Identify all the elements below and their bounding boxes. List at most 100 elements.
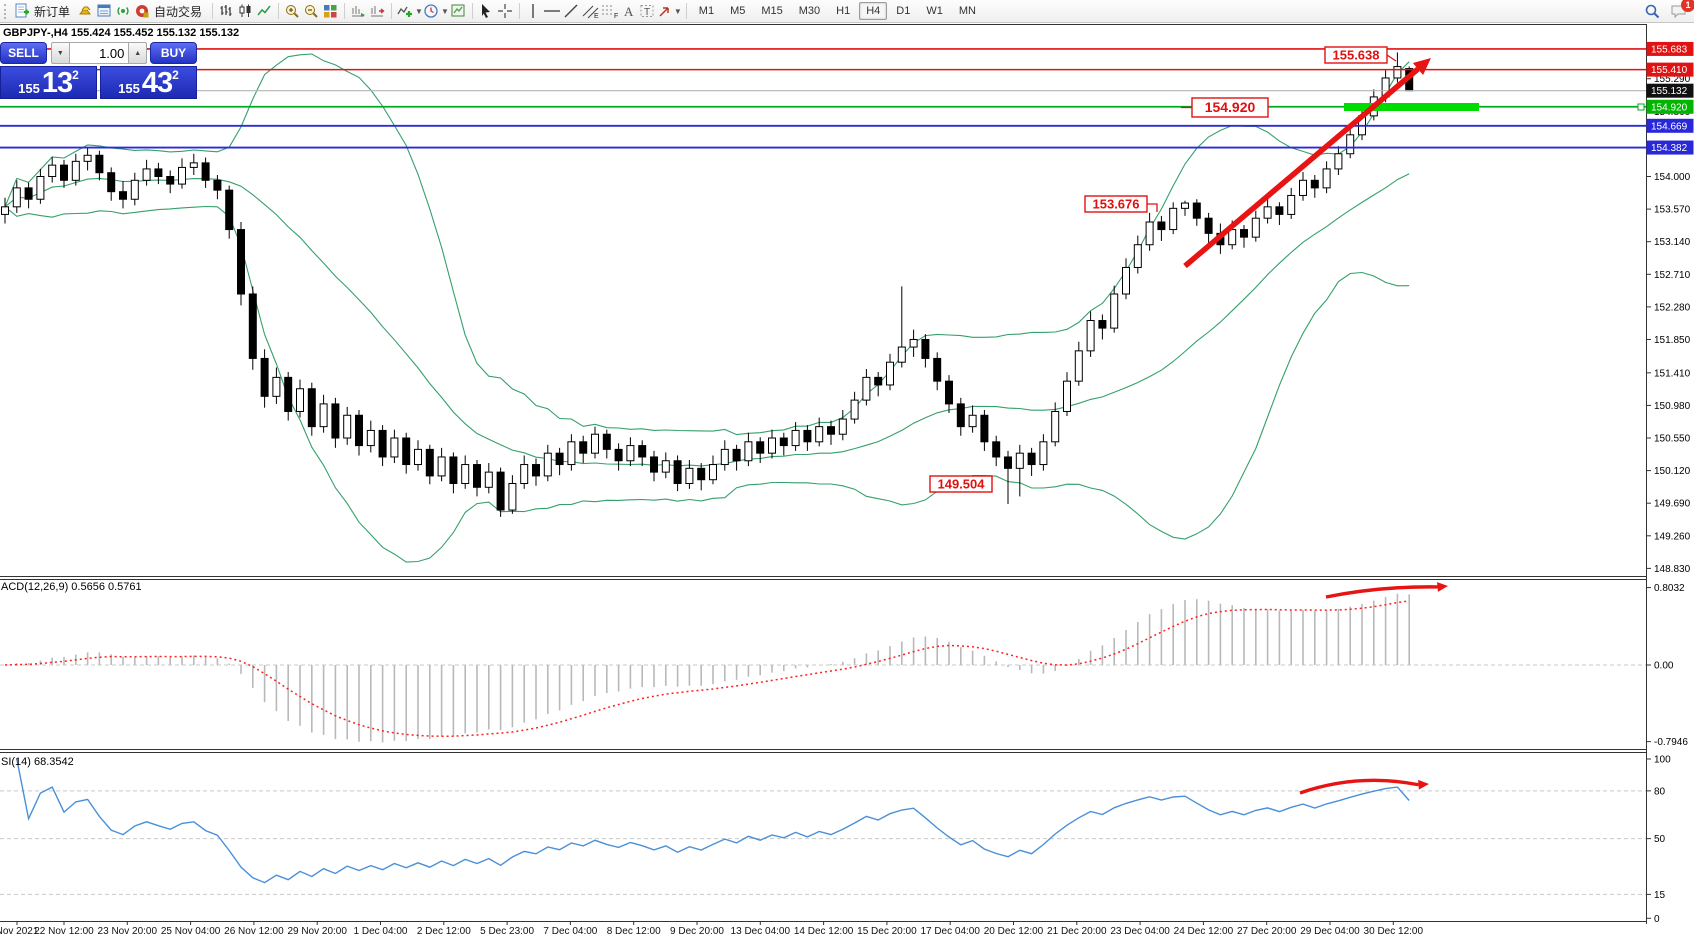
macd-pane[interactable] (0, 593, 1646, 743)
tf-mn[interactable]: MN (958, 5, 976, 17)
svg-text:150.550: 150.550 (1654, 434, 1691, 445)
period-clock-icon[interactable]: ▼ (423, 2, 449, 21)
toolbar-grip[interactable] (4, 3, 9, 19)
rsi-axis: 100 80 50 15 0 (1646, 755, 1671, 925)
svg-text:149.260: 149.260 (1654, 531, 1691, 542)
market-watch-icon[interactable] (95, 2, 114, 21)
green-level-bar[interactable] (1344, 103, 1479, 111)
svg-text:20 Dec 12:00: 20 Dec 12:00 (984, 926, 1044, 937)
line-chart-icon[interactable] (255, 2, 274, 21)
arrows-tool-icon[interactable]: ▼ (657, 2, 682, 21)
bar-chart-icon[interactable] (217, 2, 236, 21)
svg-text:22 Nov 12:00: 22 Nov 12:00 (34, 926, 94, 937)
svg-text:0: 0 (1654, 914, 1660, 925)
rsi-arrow[interactable] (1299, 778, 1429, 795)
auto-trading-label[interactable]: 自动交易 (154, 4, 203, 19)
candlesticks[interactable] (1, 52, 1414, 517)
svg-text:29 Nov 20:00: 29 Nov 20:00 (287, 926, 347, 937)
svg-text:15 Dec 20:00: 15 Dec 20:00 (857, 926, 917, 937)
crosshair-icon[interactable] (496, 2, 515, 21)
new-order-icon[interactable] (13, 2, 32, 21)
price-annotations[interactable]: 155.638 154.920 153.676 149.504 (929, 46, 1397, 493)
trend-arrow[interactable] (1183, 58, 1431, 269)
tf-w1[interactable]: W1 (926, 5, 943, 17)
search-icon[interactable] (1642, 2, 1661, 21)
toolbar-separator (391, 3, 393, 19)
svg-text:80: 80 (1654, 786, 1666, 797)
one-click-trading-panel: SELL ▼ 1.00 ▲ BUY 155 13 2 155 43 2 (0, 42, 197, 99)
svg-text:148.830: 148.830 (1654, 564, 1691, 575)
svg-text:E: E (594, 13, 599, 19)
buy-button[interactable]: BUY (150, 42, 197, 64)
fibonacci-icon[interactable]: F (600, 2, 619, 21)
svg-text:0.00: 0.00 (1654, 661, 1674, 672)
text-label-icon[interactable]: T (638, 2, 657, 21)
buy-price-display[interactable]: 155 43 2 (100, 66, 197, 99)
chart-shift-icon[interactable] (368, 2, 387, 21)
signal-icon[interactable] (114, 2, 133, 21)
price-axis: 155.290154.860154.430154.000153.570153.1… (1646, 41, 1694, 575)
toolbar-separator (344, 3, 346, 19)
svg-text:2 Dec 12:00: 2 Dec 12:00 (417, 926, 471, 937)
rsi-pane[interactable] (0, 758, 1646, 895)
trendline-icon[interactable] (562, 2, 581, 21)
text-tool-icon[interactable]: A (619, 2, 638, 21)
zoom-in-icon[interactable] (283, 2, 302, 21)
line-selection-handle[interactable] (1637, 103, 1645, 111)
svg-text:26 Nov 12:00: 26 Nov 12:00 (224, 926, 284, 937)
horizontal-line-icon[interactable] (543, 2, 562, 21)
equidistant-channel-icon[interactable]: E (581, 2, 600, 21)
gold-icon[interactable] (76, 2, 95, 21)
svg-text:154.382: 154.382 (1651, 143, 1688, 154)
cursor-icon[interactable] (477, 2, 496, 21)
tf-d1[interactable]: D1 (896, 5, 911, 17)
svg-text:150.980: 150.980 (1654, 401, 1691, 412)
candlestick-icon[interactable] (236, 2, 255, 21)
sell-button[interactable]: SELL (0, 42, 47, 64)
svg-text:100: 100 (1654, 755, 1671, 766)
svg-text:149.690: 149.690 (1654, 499, 1691, 510)
auto-trading-icon[interactable] (133, 2, 152, 21)
svg-text:1 Dec 04:00: 1 Dec 04:00 (354, 926, 408, 937)
tf-m5[interactable]: M5 (730, 5, 746, 17)
buy-price-main: 43 (141, 67, 173, 99)
svg-text:30 Dec 12:00: 30 Dec 12:00 (1364, 926, 1424, 937)
main-toolbar: 新订单 自动交易 ▼ ▼ E F A T ▼ M1 M5 M1 (0, 0, 1694, 23)
svg-text:153.140: 153.140 (1654, 237, 1691, 248)
add-indicator-icon[interactable]: ▼ (396, 2, 423, 21)
svg-text:153.570: 153.570 (1654, 205, 1691, 216)
rsi-indicator-label: SI(14) 68.3542 (1, 756, 74, 768)
svg-text:7 Dec 04:00: 7 Dec 04:00 (543, 926, 597, 937)
svg-text:0.8032: 0.8032 (1654, 583, 1685, 594)
macd-arrow[interactable] (1325, 582, 1448, 599)
vertical-line-icon[interactable] (524, 2, 543, 21)
horizontal-line-objects[interactable] (0, 48, 1646, 149)
svg-text:154.920: 154.920 (1651, 102, 1688, 113)
bollinger-bands (4, 53, 1410, 563)
svg-text:A: A (624, 4, 634, 19)
volume-increase-button[interactable]: ▲ (128, 42, 147, 64)
svg-text:149.504: 149.504 (938, 477, 986, 492)
notifications-icon[interactable]: 1 (1669, 0, 1694, 21)
templates-icon[interactable] (449, 2, 468, 21)
svg-text:23 Nov 20:00: 23 Nov 20:00 (98, 926, 158, 937)
tf-m15[interactable]: M15 (761, 5, 783, 17)
volume-decrease-button[interactable]: ▼ (50, 42, 70, 64)
zoom-out-icon[interactable] (302, 2, 321, 21)
tf-h1[interactable]: H1 (836, 5, 851, 17)
new-order-label[interactable]: 新订单 (34, 4, 71, 19)
sell-price-main: 13 (41, 67, 73, 99)
auto-scroll-icon[interactable] (349, 2, 368, 21)
svg-text:Nov 2021: Nov 2021 (0, 926, 39, 937)
volume-input[interactable]: 1.00 (69, 42, 129, 64)
tile-windows-icon[interactable] (321, 2, 340, 21)
svg-text:27 Dec 20:00: 27 Dec 20:00 (1237, 926, 1297, 937)
svg-text:154.000: 154.000 (1654, 172, 1691, 183)
sell-price-display[interactable]: 155 13 2 (0, 66, 97, 99)
tf-m1[interactable]: M1 (698, 5, 715, 17)
tf-m30[interactable]: M30 (798, 5, 821, 17)
tf-h4[interactable]: H4 (859, 2, 888, 20)
